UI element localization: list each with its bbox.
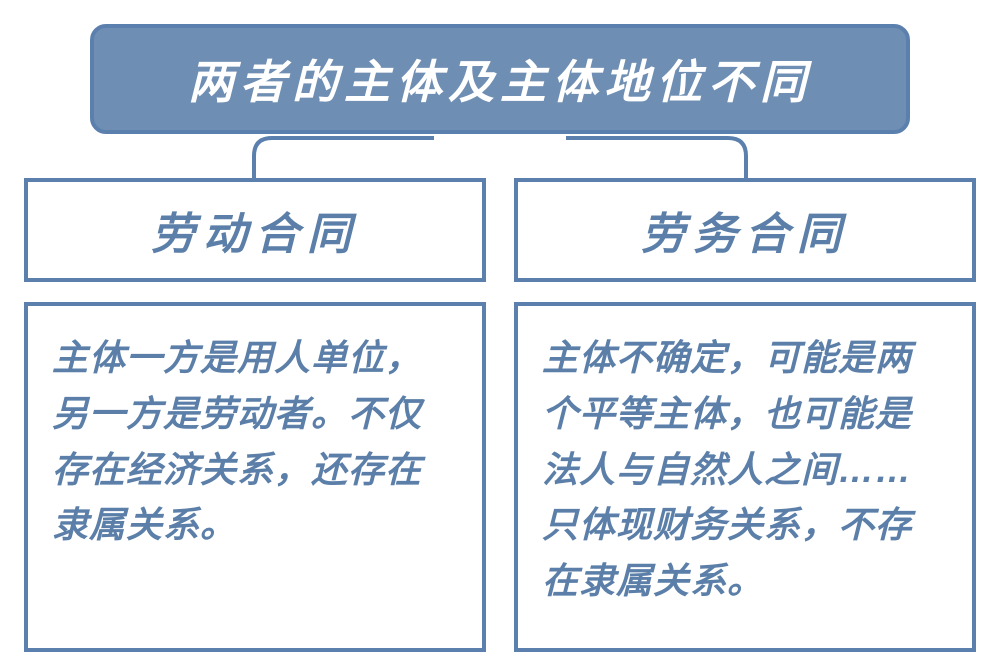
left-column: 劳动合同 主体一方是用人单位，另一方是劳动者。不仅存在经济关系，还存在隶属关系。 <box>24 178 486 652</box>
left-subheader: 劳动合同 <box>24 178 486 282</box>
right-subheader: 劳务合同 <box>514 178 976 282</box>
columns: 劳动合同 主体一方是用人单位，另一方是劳动者。不仅存在经济关系，还存在隶属关系。… <box>24 178 976 652</box>
right-column: 劳务合同 主体不确定，可能是两个平等主体，也可能是法人与自然人之间……只体现财务… <box>514 178 976 652</box>
right-title: 劳务合同 <box>528 198 962 262</box>
right-body-text: 主体不确定，可能是两个平等主体，也可能是法人与自然人之间……只体现财务关系，不存… <box>542 330 948 609</box>
left-title: 劳动合同 <box>38 198 472 262</box>
diagram-container: 两者的主体及主体地位不同 劳动合同 主体一方是用人单位，另一方是劳动者。不仅存在… <box>24 24 976 652</box>
left-body-box: 主体一方是用人单位，另一方是劳动者。不仅存在经济关系，还存在隶属关系。 <box>24 302 486 652</box>
header-box: 两者的主体及主体地位不同 <box>90 24 910 134</box>
header-title: 两者的主体及主体地位不同 <box>114 46 886 112</box>
connector-lines <box>24 134 976 178</box>
right-body-box: 主体不确定，可能是两个平等主体，也可能是法人与自然人之间……只体现财务关系，不存… <box>514 302 976 652</box>
left-body-text: 主体一方是用人单位，另一方是劳动者。不仅存在经济关系，还存在隶属关系。 <box>52 330 458 553</box>
